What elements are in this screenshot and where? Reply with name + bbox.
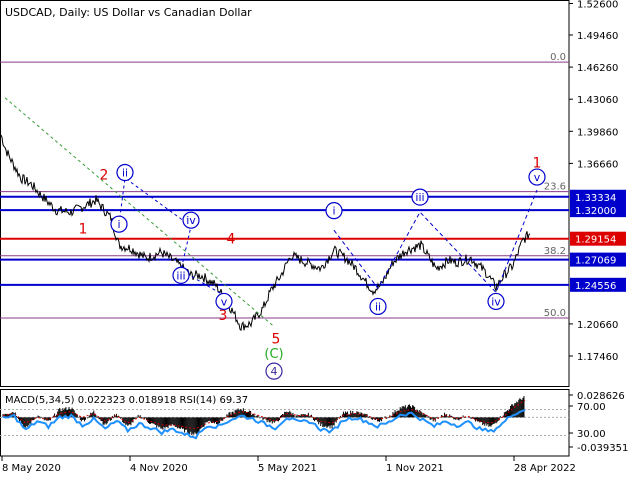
wave-label: ii	[375, 300, 381, 313]
wave-label: i	[332, 205, 335, 218]
wave-label: 2	[100, 168, 109, 184]
y-tick-label: 1.36660	[577, 159, 618, 170]
wave-label-circle	[110, 215, 128, 233]
fibonacci-levels: 0.0 23.6 38.2 50.0	[0, 52, 569, 319]
level-label-box	[570, 231, 626, 246]
level-label-box	[570, 252, 626, 267]
wave-label: 1	[533, 155, 542, 171]
wave-label: 4	[227, 232, 236, 248]
y-tick-label: 1.49460	[577, 31, 618, 42]
wave-label: i	[117, 218, 120, 231]
time-axis: 8 May 2020 4 Nov 2020 5 May 2021 1 Nov 2021…	[1, 456, 576, 474]
fib-label: 0.0	[550, 52, 566, 63]
level-label: 1.24556	[575, 281, 616, 292]
x-tick-label: 1 Nov 2021	[386, 463, 444, 474]
price-series	[0, 134, 531, 332]
wave-label-circle	[116, 163, 134, 182]
macd-signal-line	[2, 399, 526, 430]
wave-label-circle	[325, 202, 343, 220]
price-axis: 1.52600 1.49460 1.46260 1.43060 1.39860 1.366…	[569, 0, 626, 363]
x-tick-label: 5 May 2021	[258, 463, 317, 474]
wave-label: iii	[176, 269, 185, 282]
level-label: 1.27069	[575, 256, 616, 267]
indicator-series	[0, 395, 569, 440]
y-tick-label: 1.17460	[577, 352, 618, 363]
wave-label: iv	[491, 295, 501, 308]
y-tick-label: 1.43060	[577, 95, 618, 106]
wave-label: 3	[219, 308, 228, 324]
y-tick-label: 1.52600	[577, 0, 618, 11]
level-label: 1.29154	[575, 235, 616, 246]
main-chart-title: USDCAD, Daily: US Dollar vs Canadian Dol…	[5, 6, 252, 19]
y-tick-label: 1.20660	[577, 320, 618, 331]
main-panel-border	[0, 0, 570, 387]
fib-label: 23.6	[544, 182, 566, 193]
level-label-box	[570, 203, 626, 218]
wave-label-circle	[182, 211, 200, 229]
wave-label-circle	[369, 297, 387, 316]
level-label-box	[570, 189, 626, 204]
wave-label: iv	[186, 214, 196, 227]
level-label: 1.33334	[575, 193, 616, 204]
sub-y-tick-label: 30.00	[577, 429, 606, 440]
fib-label: 38.2	[544, 246, 566, 257]
wave-label-circle	[487, 292, 505, 311]
wave-label: v	[221, 295, 228, 308]
price-line	[0, 134, 531, 332]
wave-label-circle	[172, 266, 190, 284]
level-label-box	[570, 277, 626, 292]
fib-label: 50.0	[544, 308, 566, 319]
wave-label: 4	[271, 365, 278, 378]
wave-label: iii	[415, 191, 424, 204]
support-resistance-levels	[0, 195, 569, 286]
y-tick-label: 1.39860	[577, 127, 618, 138]
wave-label: 5	[272, 332, 281, 348]
wave-label: v	[534, 171, 541, 184]
wave-label-circle	[265, 362, 283, 380]
indicator-title: MACD(5,34,5) 0.022323 0.018918 RSI(14) 6…	[5, 395, 248, 406]
sub-y-tick-label: 0.028626	[577, 391, 625, 402]
sub-y-tick-label: 70.00	[577, 402, 606, 413]
x-tick-label: 8 May 2020	[2, 463, 61, 474]
wave-label-circle	[411, 188, 429, 206]
trend-line-green	[4, 97, 275, 327]
x-tick-label: 4 Nov 2020	[130, 463, 188, 474]
wave-label: ii	[122, 167, 128, 180]
indicator-panel-border	[0, 389, 570, 457]
rsi-line	[2, 409, 526, 440]
wave-label: (C)	[264, 347, 283, 362]
sub-y-tick-label: -0.039351	[577, 443, 628, 454]
indicator-panel: MACD(5,34,5) 0.022323 0.018918 RSI(14) 6…	[0, 389, 570, 457]
level-label: 1.32000	[575, 206, 616, 217]
wave-label-circle	[215, 292, 233, 311]
wave-label-circle	[528, 168, 546, 186]
y-tick-label: 1.46260	[577, 63, 618, 74]
x-tick-label: 28 Apr 2022	[514, 463, 576, 474]
wave-label: 1	[79, 222, 88, 238]
